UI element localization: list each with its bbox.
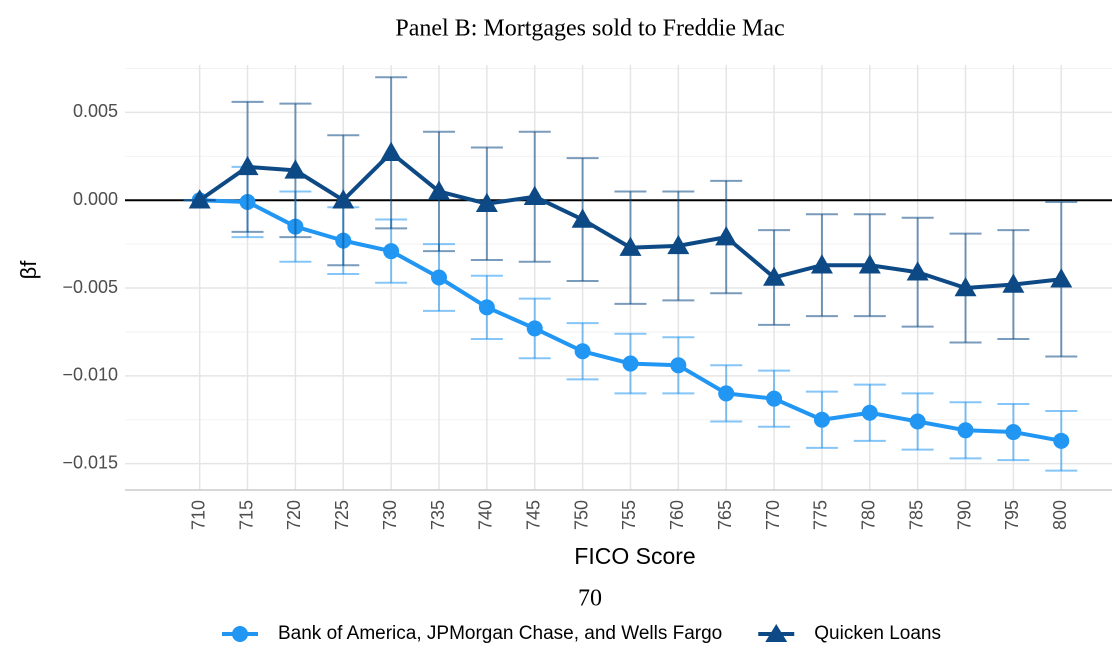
marker [957,422,974,439]
marker [1050,268,1073,288]
marker [478,299,495,316]
marker [284,159,307,179]
marker [428,180,451,200]
marker [523,185,546,205]
marker [431,269,448,286]
x-tick-label: 735 [428,500,448,530]
marker [813,411,830,428]
x-tick-label: 740 [476,500,496,530]
marker [715,226,738,246]
legend-label: Bank of America, JPMorgan Chase, and Wel… [278,623,722,644]
page-number: 70 [578,586,602,612]
x-tick-label: 775 [811,500,831,530]
x-tick-label: 760 [667,500,687,530]
marker [909,413,926,430]
marker [1053,432,1070,449]
marker [1002,273,1025,293]
legend-swatch-marker [232,626,248,642]
chart-title: Panel B: Mortgages sold to Freddie Mac [395,16,784,42]
marker [667,234,690,255]
marker [763,266,786,286]
x-tick-label: 765 [715,500,735,530]
x-tick-label: 715 [236,500,256,530]
y-tick-label: 0.005 [73,101,118,121]
x-tick-label: 800 [1050,500,1070,530]
marker [1005,424,1022,441]
marker [858,254,881,274]
x-tick-label: 745 [523,500,543,530]
x-tick-label: 785 [906,500,926,530]
marker [332,189,355,209]
x-tick-label: 770 [763,500,783,530]
x-tick-label: 725 [332,500,352,530]
x-tick-label: 750 [571,500,591,530]
marker [475,192,498,212]
marker [526,320,543,337]
x-tick-label: 710 [188,500,208,530]
marker [383,243,400,260]
marker [622,355,639,372]
x-tick-label: 755 [619,500,639,530]
x-tick-label: 730 [380,500,400,530]
y-tick-label: −0.010 [62,365,118,385]
marker [571,208,594,228]
legend: Bank of America, JPMorgan Chase, and Wel… [222,623,941,644]
marker [380,141,403,162]
x-tick-label: 795 [1002,500,1022,530]
marker [236,155,259,176]
marker [619,236,642,256]
y-axis-label: βf [16,260,41,280]
marker [188,189,211,209]
marker [670,357,687,374]
marker [574,343,591,360]
marker [906,261,929,281]
series [183,76,1078,358]
y-tick-label: −0.015 [62,452,118,472]
legend-swatch-marker [765,624,788,642]
x-tick-label: 720 [284,500,304,530]
marker [810,254,833,274]
x-tick-label: 780 [859,500,879,530]
series [183,165,1078,472]
y-tick-label: −0.005 [62,277,118,297]
marker [861,404,878,421]
x-tick-label: 790 [954,500,974,530]
x-axis-label: FICO Score [574,543,695,569]
marker [718,385,735,402]
marker [954,277,977,297]
marker [766,390,783,407]
y-tick-label: 0.000 [73,189,118,209]
legend-label: Quicken Loans [814,623,941,644]
